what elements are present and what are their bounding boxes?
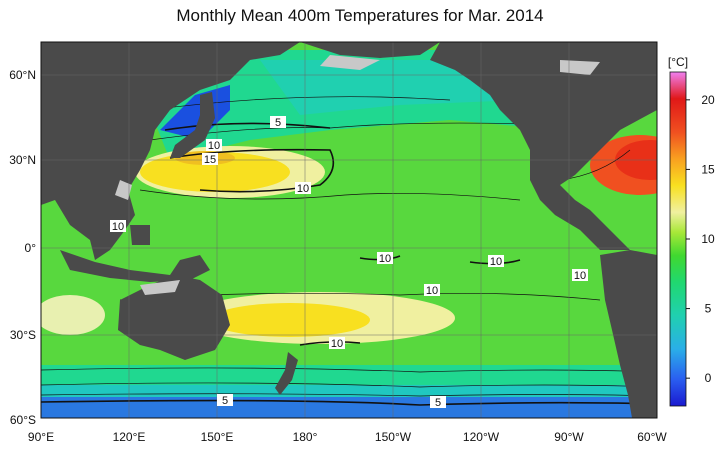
contour-label-bg: [572, 269, 588, 281]
colorbar-ticks: 20 15 10 5 0: [686, 93, 715, 385]
contour-label-bg: [424, 284, 440, 296]
lon-label: 120°W: [463, 430, 500, 444]
lat-label: 30°N: [9, 153, 36, 167]
south-pacific-warm: [210, 303, 370, 337]
lon-label: 180°: [293, 430, 318, 444]
contour-label-bg: [202, 153, 218, 165]
longitude-axis: 90°E 120°E 150°E 180° 150°W 120°W 90°W 6…: [28, 430, 667, 444]
land: [41, 42, 657, 418]
southern-band-3: [41, 397, 657, 418]
lon-label: 90°W: [554, 430, 584, 444]
contour-label-bg: [295, 182, 311, 194]
lat-label: 0°: [25, 241, 37, 255]
kuroshio-warm: [140, 152, 290, 192]
north-pacific-coldest: [260, 60, 520, 115]
contour-label-bg: [430, 396, 446, 408]
graticule: [41, 42, 657, 418]
contour-label: 10: [112, 221, 124, 233]
lat-label: 60°N: [9, 68, 36, 82]
latitude-axis: 60°N 30°N 0° 30°S 60°S: [9, 68, 36, 427]
contour-label: 5: [435, 397, 441, 409]
contour-lines: [41, 96, 657, 397]
map-frame: [40, 41, 658, 419]
lat-label: 60°S: [10, 413, 36, 427]
contour-label: 10: [297, 183, 309, 195]
contour-label-bg: [488, 255, 504, 267]
lon-label: 150°W: [375, 430, 412, 444]
colorbar-tick-label: 15: [701, 162, 715, 176]
colorbar-gradient: [669, 71, 687, 407]
colorbar-tick-label: 0: [705, 371, 712, 385]
contour-label: 10: [426, 285, 438, 297]
contour-label-bg: [377, 252, 393, 264]
southern-band-2: [41, 385, 657, 399]
colorbar-tick-label: 10: [701, 232, 715, 246]
lon-label: 150°E: [201, 430, 234, 444]
colorbar-unit: [°C]: [668, 55, 688, 69]
contour-label: 10: [331, 338, 343, 350]
map-body: 5 10 15 10 10 10 10 10 10 10 5 5: [41, 42, 657, 418]
contour-label-bg: [110, 220, 126, 232]
contour-label-bg: [270, 116, 286, 128]
contour-label-bg: [217, 394, 233, 406]
contour-labels: 5 10 15 10 10 10 10 10 10 10 5 5: [110, 116, 588, 409]
colorbar: [°C] 20 15 10 5 0: [668, 55, 715, 407]
colorbar-tick-label: 20: [701, 93, 715, 107]
contour-label: 10: [208, 140, 220, 152]
lat-label: 30°S: [10, 328, 36, 342]
contour-bold: [41, 122, 657, 406]
shallow-areas: [115, 55, 600, 295]
lon-label: 60°W: [637, 430, 667, 444]
contour-label: 5: [275, 117, 281, 129]
contour-label-bg: [206, 139, 222, 151]
indian-warm: [41, 295, 105, 335]
lon-label: 120°E: [113, 430, 146, 444]
lon-label: 90°E: [28, 430, 54, 444]
colorbar-tick-label: 5: [705, 302, 712, 316]
contour-label: 10: [490, 256, 502, 268]
contour-label-bg: [329, 337, 345, 349]
contour-label: 10: [379, 253, 391, 265]
contour-label: 15: [204, 154, 216, 166]
contour-label: 5: [222, 395, 228, 407]
contour-label: 10: [574, 270, 586, 282]
map-title: Monthly Mean 400m Temperatures for Mar. …: [176, 6, 544, 25]
